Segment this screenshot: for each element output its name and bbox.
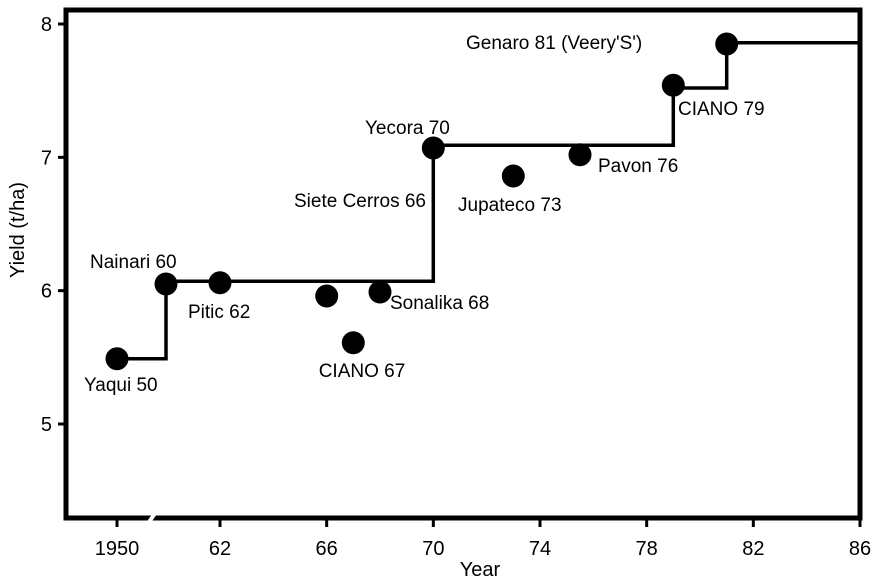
x-tick-label: 70 bbox=[422, 538, 444, 560]
x-tick-label: 62 bbox=[209, 538, 231, 560]
y-tick-label: 5 bbox=[41, 414, 52, 436]
data-point bbox=[501, 164, 525, 188]
y-axis-ticks: 5 6 7 8 bbox=[41, 14, 66, 436]
point-label: Siete Cerros 66 bbox=[294, 191, 426, 212]
data-point bbox=[315, 284, 339, 308]
data-point bbox=[105, 347, 129, 371]
plot-border bbox=[63, 7, 863, 521]
plot-frame bbox=[63, 7, 863, 524]
data-point bbox=[341, 331, 365, 355]
data-point bbox=[715, 32, 739, 56]
data-point bbox=[208, 271, 232, 295]
point-label: Pavon 76 bbox=[598, 156, 678, 177]
data-point bbox=[661, 73, 685, 97]
y-tick-label: 7 bbox=[41, 147, 52, 169]
x-tick-label: 74 bbox=[529, 538, 551, 560]
y-tick-label: 8 bbox=[41, 14, 52, 36]
data-point bbox=[421, 136, 445, 160]
point-label: Genaro 81 (Veery'S') bbox=[466, 33, 642, 54]
data-point bbox=[568, 143, 592, 167]
point-label: CIANO 67 bbox=[319, 361, 406, 382]
x-axis-ticks: 1950 62 66 70 74 78 82 86 bbox=[95, 518, 871, 560]
step-line-group bbox=[117, 40, 860, 361]
data-point bbox=[368, 280, 392, 304]
point-labels: Yaqui 50 Nainari 60 Pitic 62 Siete Cerros 6… bbox=[84, 33, 765, 396]
point-label: Sonalika 68 bbox=[390, 293, 489, 314]
point-label: Jupateco 73 bbox=[458, 195, 562, 216]
step-line bbox=[117, 40, 860, 361]
axis-break-mark bbox=[147, 510, 158, 524]
point-label: Yecora 70 bbox=[365, 118, 450, 139]
point-label: CIANO 79 bbox=[678, 99, 765, 120]
point-label: Nainari 60 bbox=[90, 252, 177, 273]
point-label: Yaqui 50 bbox=[84, 375, 158, 396]
data-points bbox=[105, 32, 739, 371]
x-tick-label: 66 bbox=[316, 538, 338, 560]
x-tick-label: 86 bbox=[849, 538, 871, 560]
data-point bbox=[154, 272, 178, 296]
y-axis-title: Yield (t/ha) bbox=[7, 182, 29, 278]
x-tick-label: 82 bbox=[742, 538, 764, 560]
x-tick-label: 1950 bbox=[95, 538, 140, 560]
point-label: Pitic 62 bbox=[188, 302, 250, 323]
x-tick-label: 78 bbox=[636, 538, 658, 560]
y-tick-label: 6 bbox=[41, 281, 52, 303]
x-axis-title: Year bbox=[460, 559, 501, 580]
